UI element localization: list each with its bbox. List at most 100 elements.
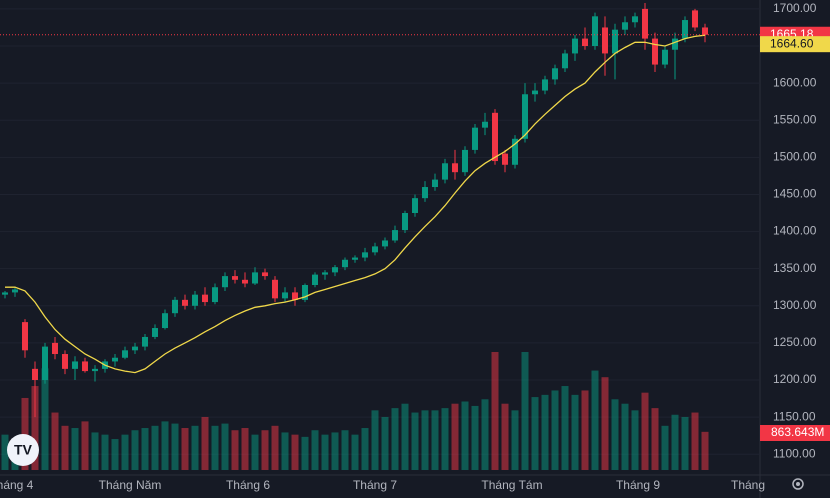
x-tick-label: Tháng 7 [353,478,397,492]
volume-bar [141,428,149,470]
y-tick-label: 1600.00 [773,75,817,89]
volume-bar [351,434,359,470]
volume-bar [671,414,679,470]
volume-bar [391,408,399,470]
volume-bar [471,405,479,470]
candle-body [52,342,58,355]
y-tick-label: 1100.00 [773,446,816,460]
candle-body [672,38,678,50]
x-tick-label: Tháng 9 [616,478,660,492]
candle-body [32,368,38,380]
volume-bar [221,423,229,470]
candle-body [252,272,258,284]
moving-average-line [5,34,706,374]
volume-bar [691,412,699,470]
volume-bar [321,434,329,470]
volume-bar [571,394,579,470]
candle-body [302,285,308,300]
volume-label: 863.643M [771,425,824,439]
candle-body [532,90,538,95]
candle-body [62,354,68,369]
volume-bar [241,428,249,470]
volume-bar [421,410,429,470]
candle-body [82,361,88,372]
candle-body [212,287,218,303]
candle-body [342,259,348,268]
volume-bar [281,432,289,470]
candle-body [272,279,278,299]
logo: TV [7,434,39,466]
y-tick-label: 1700.00 [773,1,817,15]
volume-bar [371,410,379,470]
volume-bar [131,430,139,470]
volume-bar [1,434,9,470]
volume-bar [521,352,529,470]
candle-body [502,153,508,165]
candle-body [362,252,368,258]
volume-bar [481,399,489,470]
candle-body [312,274,318,285]
candle-body [112,357,118,362]
volume-bar [541,394,549,470]
volume-bar [311,430,319,470]
candle-body [432,179,438,188]
volume-bar [111,439,119,470]
candle-body [542,79,548,91]
candle-body [512,138,518,165]
volume-bar [461,401,469,470]
volume-bar [161,421,169,470]
volume-bar [501,403,509,470]
candle-body [402,213,408,231]
y-tick-label: 1450.00 [773,187,817,201]
volume-bar [561,386,569,470]
candle-body [592,16,598,47]
settings-button[interactable] [792,478,804,490]
candle-body [642,8,648,39]
volume-bar [621,403,629,470]
volume-bar [331,432,339,470]
candle-body [572,38,578,54]
candle-body [282,292,288,299]
volume-bar [41,368,49,470]
volume-bar [341,430,349,470]
volume-bar [601,377,609,470]
candle-body [242,279,248,284]
volume-bar [551,390,559,470]
volume-bar [661,425,669,470]
volume-bar [451,403,459,470]
volume-bar [71,428,79,470]
y-tick-label: 1400.00 [773,224,817,238]
volume-bar [271,425,279,470]
x-tick-label: Tháng Năm [99,478,162,492]
volume-bar [681,416,689,470]
svg-text:TV: TV [14,442,33,458]
volume-bar [381,416,389,470]
volume-bar [231,430,239,470]
candle-body [142,336,148,347]
candle-body [382,240,388,247]
candle-body [612,29,618,54]
y-tick-label: 1200.00 [773,372,817,386]
volume-bar [261,430,269,470]
volume-bar [191,425,199,470]
y-tick-label: 1250.00 [773,335,817,349]
volume-bar [31,386,39,470]
candle-body [392,230,398,241]
candle-body [602,27,608,54]
volume-bar [121,434,129,470]
candle-body [262,272,268,277]
volume-bar [101,434,109,470]
volume-bar [211,425,219,470]
volume-bar [511,410,519,470]
candle-body [412,198,418,214]
candle-body [2,292,8,295]
candle-body [162,313,168,329]
candle-body [202,294,208,303]
candle-body [152,328,158,337]
volume-bar [641,392,649,470]
x-tick-label: Tháng [731,478,765,492]
candle-body [692,10,698,28]
candle-body [222,276,228,288]
volume-bar [151,425,159,470]
candle-body [452,163,458,173]
